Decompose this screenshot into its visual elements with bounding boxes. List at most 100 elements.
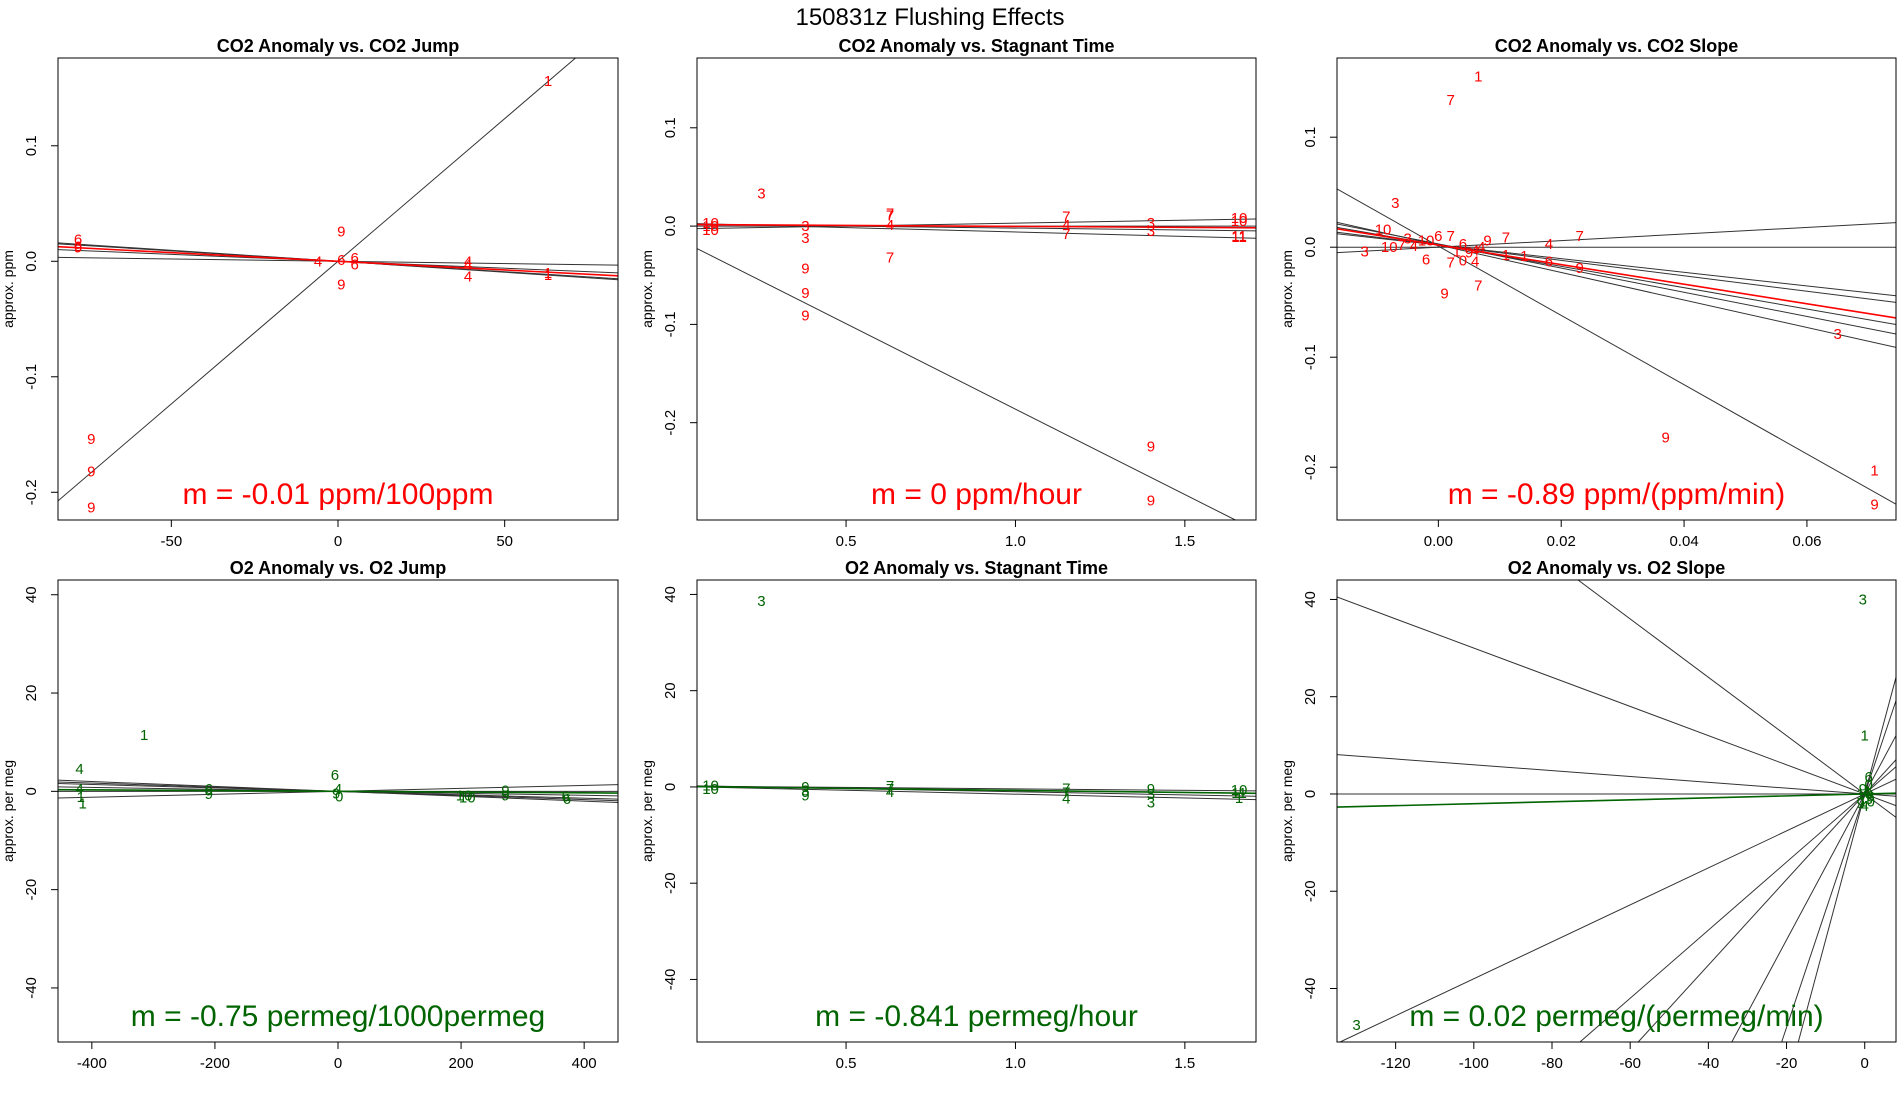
data-point: 10 (459, 790, 476, 807)
y-tick-label: -0.2 (23, 479, 40, 505)
x-tick-label: 0.06 (1792, 533, 1821, 550)
y-tick-label: 0 (23, 787, 40, 795)
data-point: 0 (335, 788, 343, 805)
data-point: 9 (1440, 285, 1448, 302)
data-point: 7 (1446, 255, 1454, 272)
data-point: 10 (456, 787, 473, 804)
data-point: 4 (886, 217, 894, 234)
plot-frame (57, 579, 619, 1043)
data-point: 4 (314, 253, 322, 270)
data-point: 3 (1360, 244, 1368, 261)
mean-fit-line (1337, 792, 1896, 808)
data-point: 9 (337, 223, 345, 240)
data-point: 4 (1477, 239, 1485, 256)
data-point: 9 (801, 308, 809, 325)
data-point: 7 (1446, 228, 1454, 245)
data-point: 9 (337, 276, 345, 293)
data-point: 9 (801, 779, 809, 796)
y-tick-label: 0.1 (23, 135, 40, 156)
mean-fit-line (58, 245, 618, 277)
data-point: 4 (886, 784, 894, 801)
panel-title: CO2 Anomaly vs. CO2 Slope (1495, 36, 1738, 56)
data-point: 10 (1231, 210, 1248, 227)
x-axis: 0.00 0.02 0.04 0.06 (1424, 520, 1822, 550)
data-point: 6 (563, 791, 571, 808)
data-point: 10 (702, 222, 719, 239)
slope-annotation: m = -0.75 permeg/1000permeg (131, 1000, 545, 1033)
data-point: 10 (1375, 222, 1392, 239)
data-point: 4 (1863, 784, 1871, 801)
y-tick-label: -0.2 (1302, 454, 1319, 480)
x-axis: -120 -100 -80 -60 -40 -20 0 (1381, 1042, 1869, 1072)
data-point: 9 (1147, 492, 1155, 509)
y-tick-label: 0 (662, 783, 679, 791)
data-point: 3 (1391, 195, 1399, 212)
data-point: 4 (464, 268, 472, 285)
data-point: 4 (464, 257, 472, 274)
fit-line (1797, 677, 1896, 1042)
data-point: 10 (1231, 213, 1248, 230)
x-tick-label: 50 (496, 533, 513, 550)
data-point: 0 (1864, 776, 1872, 793)
data-point: 6 (331, 767, 339, 784)
data-point: 10 (1381, 239, 1398, 256)
data-point: 1 (77, 789, 85, 806)
data-point: 11 (1231, 785, 1247, 802)
fit-line (58, 58, 576, 502)
panel-title: O2 Anomaly vs. Stagnant Time (845, 558, 1108, 578)
fit-line (697, 786, 1256, 801)
data-point: 1 (544, 265, 552, 282)
panel-title: O2 Anomaly vs. O2 Jump (230, 558, 446, 578)
data-point: 9 (87, 463, 95, 480)
data-point: 7 (1446, 92, 1454, 109)
data-point: 3 (801, 218, 809, 235)
y-tick-label: 0.1 (662, 117, 679, 138)
fit-line (1337, 188, 1896, 505)
data-point: 10 (702, 781, 719, 798)
fit-line (697, 218, 1256, 230)
x-tick-label: 0.5 (836, 1055, 857, 1072)
data-point: 3 (801, 230, 809, 247)
data-point: 3 (1864, 791, 1872, 808)
slope-annotation: m = 0.02 permeg/(permeg/min) (1409, 1000, 1823, 1033)
data-point: 0 (1459, 252, 1467, 269)
data-point: 1 (1474, 69, 1482, 86)
x-axis: -400 -200 0 200 400 (77, 1042, 597, 1072)
data-point: 7 (1062, 785, 1070, 802)
y-tick-label: 0.1 (1302, 127, 1319, 148)
y-axis-label: approx. ppm (639, 250, 655, 328)
data-point: 10 (1231, 782, 1248, 799)
x-axis: 0.5 1.0 1.5 (836, 1042, 1195, 1072)
data-point: 1 (78, 796, 86, 813)
mean-fit-line (697, 223, 1256, 229)
data-point: 9 (74, 239, 82, 256)
data-point: 7 (1062, 780, 1070, 797)
y-axis: -40 -20 0 20 40 (1302, 591, 1337, 999)
data-point: 9 (1857, 796, 1865, 813)
slope-annotation: m = -0.841 permeg/hour (815, 1000, 1138, 1033)
data-point: 9 (1859, 781, 1867, 798)
data-point: 6 (337, 252, 345, 269)
data-point: 10 (1418, 233, 1435, 250)
y-axis-label: approx. ppm (1279, 250, 1295, 328)
data-point: 1 (1870, 463, 1878, 480)
y-tick-label: -40 (662, 969, 679, 991)
data-point: 1 (544, 73, 552, 90)
slope-annotation: m = 0 ppm/hour (871, 478, 1082, 511)
y-axis-label: approx. per meg (0, 760, 16, 862)
x-tick-label: -100 (1459, 1055, 1489, 1072)
data-point: 6 (205, 781, 213, 798)
plot-frame (696, 57, 1257, 521)
data-point: 3 (757, 186, 765, 203)
fit-line (1339, 778, 1896, 1042)
data-point: 3 (1352, 1017, 1360, 1034)
data-point: 9 (801, 788, 809, 805)
data-point: 10 (702, 215, 719, 232)
chart-panel-6: O2 Anomaly vs. O2 Slope3160941067109433-… (1279, 558, 1897, 1072)
